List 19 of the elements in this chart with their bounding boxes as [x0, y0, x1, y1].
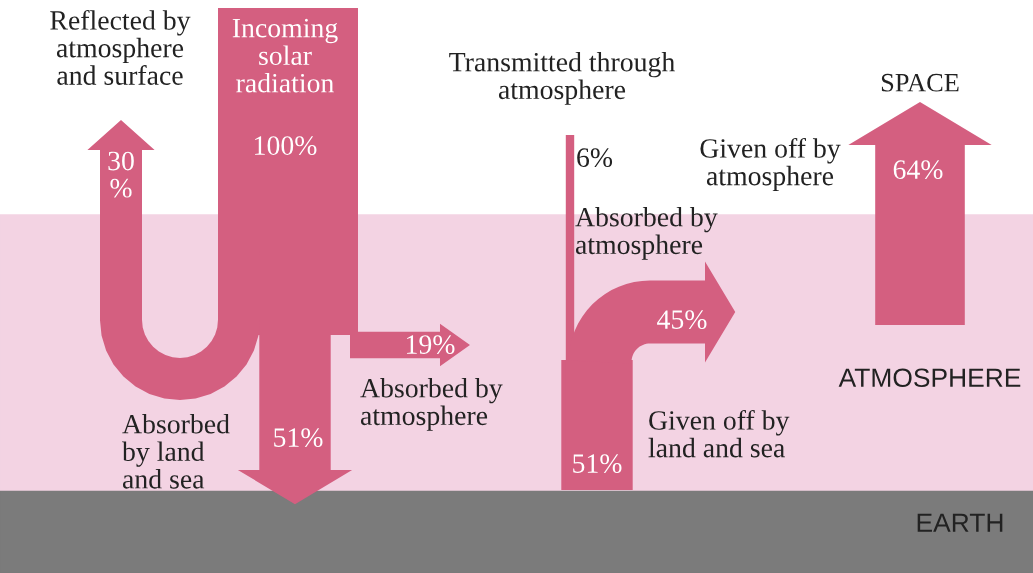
text: SPACE [881, 73, 959, 92]
category-label: Incoming solar radiation [232, 18, 338, 93]
data-label: 51% [274, 428, 323, 448]
data-label: 100% [255, 136, 317, 156]
category-label: Given off by atmosphere [700, 138, 841, 192]
category-label: Reflected by atmosphere and surface [50, 10, 191, 85]
category-label: Transmitted through atmosphere [449, 52, 675, 105]
data-label: 19% [406, 335, 455, 355]
category-label: Absorbed by atmosphere [360, 378, 503, 431]
data-label: 64% [893, 160, 943, 180]
data-label: 45% [657, 310, 707, 330]
text: EARTH [917, 513, 1003, 532]
data-label: 51% [573, 454, 622, 474]
data-label: 6% [577, 148, 613, 168]
category-label: Absorbed by atmosphere [575, 207, 718, 260]
text: ATMOSPHERE [838, 368, 1021, 388]
category-label: Absorbed by land and sea [122, 414, 230, 489]
category-label: Given off by land and sea [648, 410, 790, 458]
data-label: 30 % [108, 151, 134, 198]
